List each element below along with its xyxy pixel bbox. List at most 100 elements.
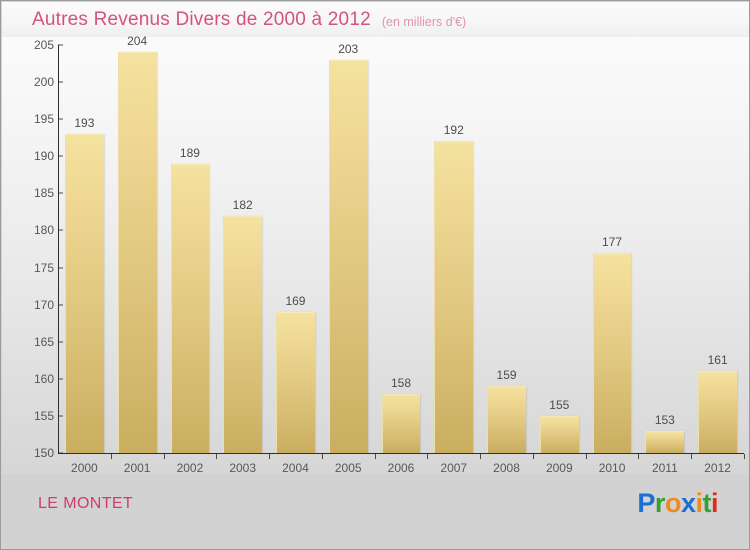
bar[interactable] xyxy=(539,415,579,453)
x-axis-tick-label: 2003 xyxy=(229,461,257,475)
x-axis-tick-label: 2011 xyxy=(651,461,678,475)
bar-group: 153 xyxy=(645,413,685,453)
logo-letter: x xyxy=(680,488,696,518)
y-axis-tick-label: 170 xyxy=(33,297,54,312)
bars-layer: 193 2000 204 2001 189 2002 182 2003 169 2004 203 20… xyxy=(2,34,749,475)
x-axis-tick-mark xyxy=(374,454,376,459)
x-axis-tick-label: 2010 xyxy=(598,461,626,475)
x-axis-tick-mark xyxy=(216,454,218,459)
bar-value-label: 189 xyxy=(179,145,200,160)
y-axis-tick-label: 150 xyxy=(33,446,54,460)
y-axis-tick-label: 155 xyxy=(33,408,54,423)
x-axis-tick-label: 2000 xyxy=(71,461,98,475)
bar[interactable] xyxy=(645,430,685,453)
y-axis-tick-mark xyxy=(58,378,63,380)
bar-group: 192 xyxy=(434,123,474,453)
x-axis-tick-mark xyxy=(691,454,693,459)
y-axis-tick-mark xyxy=(58,304,63,306)
y-axis-tick-label: 175 xyxy=(33,260,54,275)
bar-group: 182 xyxy=(223,198,263,453)
y-axis-tick-mark xyxy=(58,118,63,120)
bar-value-label: 155 xyxy=(549,397,570,412)
logo-letter: t xyxy=(702,488,711,518)
bar-value-label: 153 xyxy=(654,412,675,427)
x-axis-tick-mark xyxy=(480,454,482,459)
bar[interactable] xyxy=(223,215,263,453)
page-title: Autres Revenus Divers de 2000 à 2012 xyxy=(32,8,371,30)
y-axis-tick-label: 180 xyxy=(33,223,54,238)
bar[interactable] xyxy=(328,59,368,453)
x-axis-tick-label: 2002 xyxy=(176,461,204,475)
bar-value-label: 182 xyxy=(232,197,253,212)
bar[interactable] xyxy=(592,252,632,453)
x-axis-tick-label: 2012 xyxy=(704,461,731,475)
bar[interactable] xyxy=(117,52,157,453)
bar-group: 203 xyxy=(328,42,368,453)
x-axis-tick-mark xyxy=(585,454,587,459)
x-axis-tick-label: 2007 xyxy=(440,461,468,475)
y-axis-tick-label: 205 xyxy=(33,38,54,52)
x-axis-tick-mark xyxy=(638,454,640,459)
x-axis-tick-mark xyxy=(532,454,534,459)
bar[interactable] xyxy=(170,163,210,453)
logo-letter: o xyxy=(664,488,682,518)
y-axis-tick-label: 190 xyxy=(33,149,54,164)
bar-value-label: 158 xyxy=(390,375,411,390)
location-name: LE MONTET xyxy=(38,495,134,512)
bar-group: 155 xyxy=(539,398,579,453)
bar-group: 189 xyxy=(170,146,210,453)
x-axis-tick-label: 2004 xyxy=(282,461,309,475)
y-axis-tick-mark xyxy=(58,155,63,157)
y-axis-tick-label: 185 xyxy=(33,186,54,201)
bar[interactable] xyxy=(698,371,737,453)
y-axis-tick-mark xyxy=(58,44,63,46)
x-axis-tick-label: 2006 xyxy=(387,461,415,475)
bar-group: 169 xyxy=(276,294,315,453)
bar[interactable] xyxy=(434,141,474,453)
plot-area: 150 155 160 165 170 175 180 185 190 195 200 205 193… xyxy=(2,34,749,475)
bar-group: 161 xyxy=(698,353,737,453)
bar-value-label: 169 xyxy=(285,294,306,309)
logo-letter: i xyxy=(710,488,719,518)
bar-group: 159 xyxy=(487,368,526,453)
bar[interactable] xyxy=(487,386,526,453)
x-axis-line xyxy=(58,453,744,455)
logo-letter: P xyxy=(637,488,655,518)
y-axis-tick-labels: 150 155 160 165 170 175 180 185 190 195 200 205 xyxy=(2,37,54,474)
x-axis-tick-label: 2005 xyxy=(334,461,362,475)
bar-group: 158 xyxy=(381,376,421,453)
bar-group: 204 xyxy=(117,34,157,453)
y-axis-line xyxy=(58,45,60,453)
bar[interactable] xyxy=(64,134,104,453)
y-axis-tick-mark xyxy=(58,415,63,417)
proxiti-logo[interactable]: Proxiti xyxy=(637,488,718,519)
y-axis-tick-mark xyxy=(58,341,63,343)
y-axis-tick-mark xyxy=(58,81,63,83)
x-axis-tick-mark xyxy=(744,454,745,459)
y-axis-tick-label: 195 xyxy=(33,112,54,127)
y-axis-tick-label: 160 xyxy=(33,371,54,386)
bar[interactable] xyxy=(276,312,315,453)
bar-value-label: 161 xyxy=(707,353,728,368)
y-axis-tick-mark xyxy=(58,229,63,231)
chart-header: Autres Revenus Divers de 2000 à 2012 (en… xyxy=(2,2,749,37)
chart-unit-label: (en milliers d'€) xyxy=(381,14,467,29)
x-axis-tick-mark xyxy=(321,454,323,459)
bar[interactable] xyxy=(381,393,421,453)
x-axis-tick-mark xyxy=(427,454,429,459)
x-axis-tick-label: 2008 xyxy=(493,461,520,475)
bar-value-label: 159 xyxy=(496,368,517,383)
x-axis-tick-label: 2001 xyxy=(123,461,151,475)
chart-footer: LE MONTET Proxiti xyxy=(2,474,749,549)
logo-letter: i xyxy=(695,488,703,518)
bar-value-label: 193 xyxy=(74,116,95,131)
x-axis-tick-mark xyxy=(269,454,271,459)
logo-letter: r xyxy=(654,488,666,518)
bar-value-label: 177 xyxy=(602,234,623,249)
bar-group: 177 xyxy=(592,235,632,453)
x-axis-tick-label: 2009 xyxy=(545,461,573,475)
bar-value-label: 203 xyxy=(338,41,359,56)
y-axis-tick-label: 200 xyxy=(33,75,54,90)
bar-value-label: 204 xyxy=(127,34,148,49)
